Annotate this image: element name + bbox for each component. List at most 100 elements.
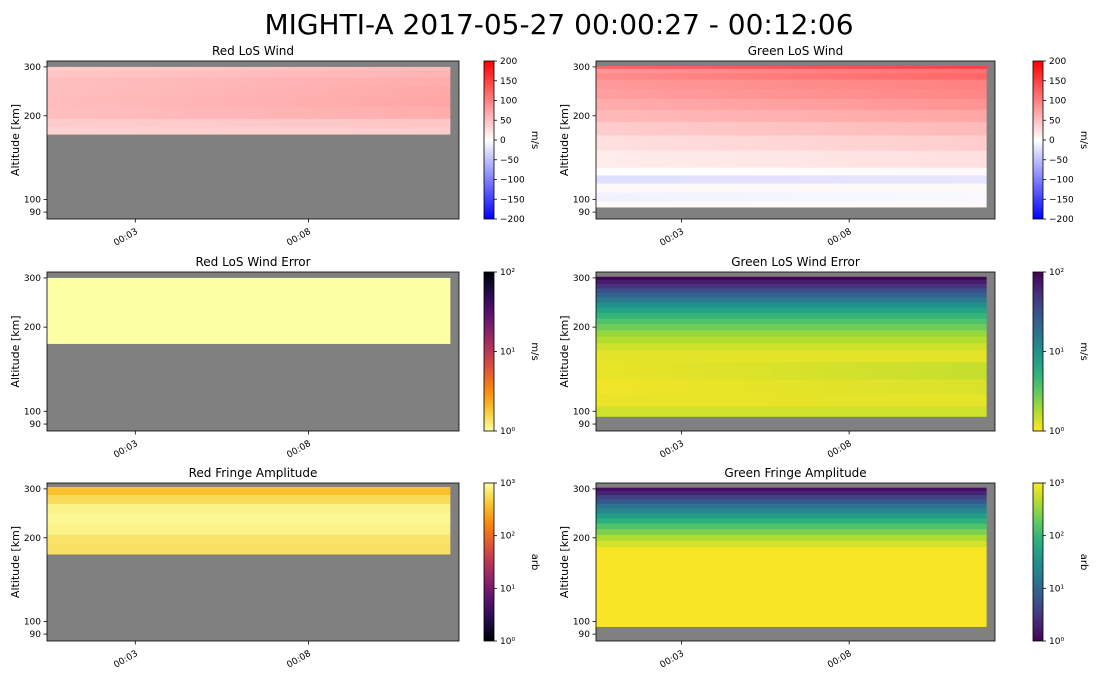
data-band: [596, 343, 987, 352]
data-band: [47, 277, 451, 344]
x-tick-label: 00:03: [112, 227, 139, 249]
data-band: [596, 523, 987, 530]
chart-red-los-wind-error: Red LoS Wind Error 90 100 200 300 Altitude [k…: [9, 255, 540, 461]
y-tick-label: 100: [573, 195, 590, 205]
data-band: [596, 297, 987, 304]
data-band: [596, 487, 987, 492]
colorbar-tick-label: 10⁰: [1049, 427, 1064, 437]
chart-red-fringe-amplitude: Red Fringe Amplitude 90 100 200 300 Altitude …: [9, 466, 540, 671]
y-tick-label: 200: [573, 534, 590, 544]
axes-frame: [46, 271, 460, 432]
colorbar-tick-label: −150: [1049, 195, 1074, 205]
colorbar-tick-label: −100: [1049, 176, 1074, 186]
data-band: [596, 490, 987, 496]
data-band: [47, 486, 451, 496]
y-axis-label: Altitude [km]: [9, 315, 22, 387]
data-band: [596, 175, 987, 185]
data-band: [596, 79, 987, 90]
data-band: [47, 107, 451, 120]
colorbar-tick-label: 10²: [1049, 268, 1064, 278]
colorbar-tick-label: 100: [1049, 97, 1066, 107]
y-tick-label: 300: [573, 485, 590, 495]
colorbar-tick-label: −150: [500, 195, 525, 205]
colorbar: [1032, 482, 1044, 642]
y-tick-label: 200: [24, 112, 41, 122]
y-tick-label: 90: [579, 208, 591, 218]
colorbar-tick-label: −200: [1049, 215, 1074, 225]
data-band: [596, 135, 987, 152]
data-band: [596, 73, 987, 81]
colorbar-tick-label: 200: [500, 57, 517, 67]
data-band: [596, 279, 987, 285]
data-band: [47, 118, 451, 128]
data-band: [47, 70, 451, 78]
y-tick-label: 90: [30, 420, 42, 430]
panel-title: Green Fringe Amplitude: [724, 466, 866, 480]
data-band: [596, 66, 987, 70]
colorbar-tick-label: 10²: [1049, 532, 1064, 542]
data-band: [47, 86, 451, 97]
colorbar: [483, 60, 495, 220]
x-tick-label: 00:08: [285, 439, 313, 461]
y-axis-label: Altitude [km]: [558, 104, 571, 176]
panel-title: Red LoS Wind: [212, 44, 294, 58]
colorbar-tick-label: 10⁰: [1049, 637, 1064, 647]
x-tick-label: 00:03: [659, 227, 686, 249]
y-tick-label: 100: [24, 195, 41, 205]
data-band: [596, 336, 987, 344]
data-band: [596, 292, 987, 299]
axes-frame: [595, 482, 996, 642]
colorbar-tick-label: 150: [500, 77, 517, 87]
data-band: [596, 284, 987, 290]
data-band: [47, 127, 451, 135]
data-band: [596, 330, 987, 338]
data-band: [596, 350, 987, 363]
data-band: [47, 523, 451, 536]
colorbar-tick-label: −50: [1049, 156, 1068, 166]
data-band: [596, 88, 987, 100]
colorbar-tick-label: 10³: [1049, 479, 1064, 489]
x-tick-label: 00:03: [112, 439, 139, 461]
x-tick-label: 00:03: [659, 439, 686, 461]
chart-red-los-wind: Red LoS Wind 90 100 200 300 Altitude [km] 00:0…: [9, 44, 540, 249]
data-band: [596, 529, 987, 536]
data-band: [596, 547, 987, 627]
data-band: [596, 518, 987, 525]
y-tick-label: 100: [24, 617, 41, 627]
data-band: [596, 288, 987, 294]
data-band: [596, 534, 987, 542]
colorbar: [483, 482, 495, 642]
colorbar-tick-label: 0: [1049, 136, 1055, 146]
data-band: [596, 499, 987, 505]
y-tick-label: 300: [573, 63, 590, 73]
x-tick-label: 00:08: [826, 649, 854, 671]
y-tick-label: 300: [24, 485, 41, 495]
colorbar-label: m/s: [529, 131, 540, 149]
y-tick-label: 300: [24, 274, 41, 284]
panel-title: Red Fringe Amplitude: [189, 466, 318, 480]
axes-frame: [46, 60, 460, 220]
data-band: [596, 98, 987, 111]
y-tick-label: 200: [573, 323, 590, 333]
y-tick-label: 200: [24, 323, 41, 333]
colorbar-label: m/s: [1078, 342, 1089, 360]
data-band: [596, 150, 987, 169]
data-band: [596, 513, 987, 519]
data-band: [596, 68, 987, 74]
data-band: [596, 201, 987, 208]
data-band: [596, 394, 987, 408]
x-tick-label: 00:08: [285, 649, 313, 671]
y-tick-label: 100: [24, 407, 41, 417]
data-band: [47, 66, 451, 72]
data-band: [596, 406, 987, 417]
data-band: [596, 312, 987, 319]
data-band: [596, 495, 987, 500]
y-tick-label: 90: [579, 420, 591, 430]
data-band: [596, 508, 987, 514]
colorbar-tick-label: 100: [500, 97, 517, 107]
data-band: [47, 503, 451, 514]
data-band: [596, 109, 987, 123]
panel-title: Red LoS Wind Error: [195, 255, 310, 269]
y-tick-label: 300: [573, 274, 590, 284]
